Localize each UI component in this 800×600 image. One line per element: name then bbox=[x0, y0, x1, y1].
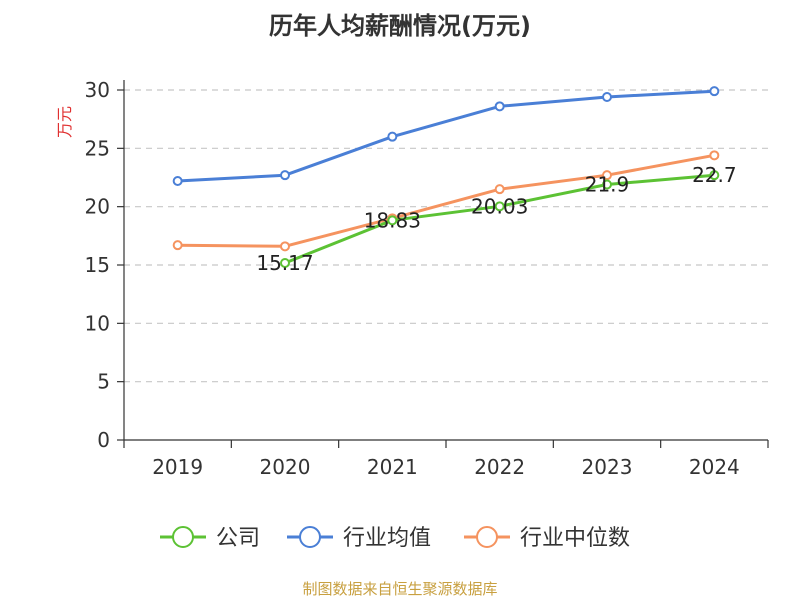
point-行业均值-2019 bbox=[172, 176, 183, 186]
x-tick-label-2023: 2023 bbox=[582, 455, 633, 479]
legend-marker-公司 bbox=[172, 526, 194, 548]
y-tick-label-10: 10 bbox=[85, 311, 110, 335]
series-line-行业均值 bbox=[177, 89, 715, 183]
point-行业中位数-2023 bbox=[602, 170, 612, 181]
y-tick-label-30: 30 bbox=[85, 78, 110, 102]
y-tick-label-20: 20 bbox=[85, 195, 110, 219]
y-tick-label-0: 0 bbox=[97, 428, 110, 452]
y-tick-label-15: 15 bbox=[85, 253, 110, 277]
y-axis-title: 万元 bbox=[55, 106, 74, 138]
grid-lines bbox=[124, 89, 768, 383]
point-行业均值-2020 bbox=[280, 170, 290, 181]
legend-label-行业中位数: 行业中位数 bbox=[520, 526, 630, 551]
y-tick-label-5: 5 bbox=[97, 370, 110, 394]
y-tick-label-25: 25 bbox=[85, 136, 110, 160]
legend-marker-行业中位数 bbox=[476, 526, 498, 548]
point-公司-2020 bbox=[280, 258, 290, 269]
point-行业均值-2022 bbox=[494, 101, 505, 112]
legend[interactable]: 公司 行业均值 行业中位数 bbox=[160, 526, 630, 551]
series-lines bbox=[172, 86, 720, 269]
data-label-2024: 22.7 bbox=[692, 163, 737, 187]
x-tick-label-2022: 2022 bbox=[474, 455, 525, 479]
x-tick-label-2020: 2020 bbox=[260, 455, 311, 479]
legend-item-公司[interactable]: 公司 bbox=[160, 526, 260, 551]
point-行业均值-2023 bbox=[602, 92, 612, 102]
axes: 0 5 10 15 20 25 30 2019 2020 2021 2022 2023 2024 bbox=[85, 78, 769, 479]
point-行业中位数-2019 bbox=[172, 240, 183, 251]
data-label-2021: 18.83 bbox=[364, 208, 421, 232]
data-label-2022: 20.03 bbox=[471, 194, 528, 218]
point-行业均值-2024 bbox=[709, 86, 720, 97]
point-公司-2023 bbox=[602, 179, 612, 190]
source-note: 制图数据来自恒生聚源数据库 bbox=[302, 580, 498, 598]
data-label-2020: 15.17 bbox=[256, 251, 313, 275]
series-line-行业中位数 bbox=[177, 153, 715, 248]
legend-item-行业均值[interactable]: 行业均值 bbox=[287, 526, 431, 551]
point-行业中位数-2020 bbox=[280, 241, 290, 252]
legend-label-公司: 公司 bbox=[216, 526, 260, 551]
point-公司-2024 bbox=[709, 170, 720, 181]
chart-title: 历年人均薪酬情况(万元) bbox=[269, 12, 531, 40]
point-行业中位数-2022 bbox=[494, 184, 505, 195]
legend-item-行业中位数[interactable]: 行业中位数 bbox=[464, 526, 630, 551]
point-行业均值-2021 bbox=[387, 131, 398, 142]
data-labels: 15.17 18.83 20.03 21.9 22.7 bbox=[256, 163, 736, 275]
legend-marker-行业均值 bbox=[299, 526, 321, 548]
x-tick-label-2019: 2019 bbox=[152, 455, 203, 479]
x-tick-label-2021: 2021 bbox=[367, 455, 418, 479]
point-公司-2022 bbox=[494, 201, 505, 212]
data-label-2023: 21.9 bbox=[585, 173, 630, 197]
x-tick-label-2024: 2024 bbox=[689, 455, 740, 479]
point-行业中位数-2024 bbox=[709, 150, 720, 161]
point-公司-2021 bbox=[387, 215, 398, 226]
legend-label-行业均值: 行业均值 bbox=[343, 526, 431, 551]
